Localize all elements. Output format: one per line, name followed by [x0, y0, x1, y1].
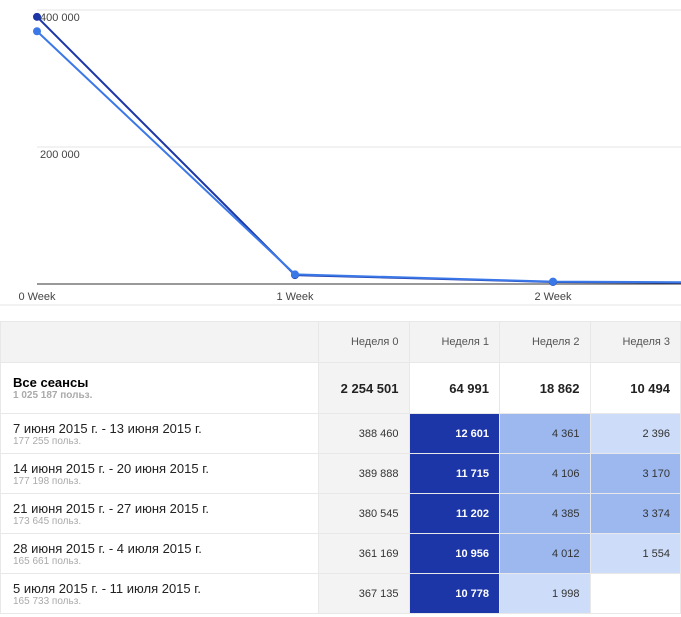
- header-blank: [0, 321, 319, 363]
- cohort-value-cell[interactable]: 380 545: [318, 493, 410, 534]
- all-sessions-row: Все сеансы 1 025 187 польз. 2 254 501 64…: [0, 362, 681, 414]
- series-light-point: [549, 277, 557, 286]
- x-tick-label: 1 Week: [276, 291, 314, 303]
- all-sessions-label-cell: Все сеансы 1 025 187 польз.: [0, 362, 319, 414]
- cohort-users: 173 645 польз.: [13, 515, 82, 527]
- cohort-date-range: 5 июля 2015 г. - 11 июля 2015 г.: [13, 580, 202, 596]
- cohort-label-cell: 21 июня 2015 г. - 27 июня 2015 г. 173 645…: [0, 493, 319, 534]
- cohort-value-cell[interactable]: 2 396: [589, 413, 681, 454]
- all-value: 2 254 501: [318, 362, 410, 414]
- cohort-value-cell[interactable]: 1 998: [499, 573, 591, 614]
- y-tick-label: 400 000: [40, 12, 80, 24]
- series-light-point: [33, 27, 41, 36]
- x-tick-label: 2 Week: [534, 291, 572, 303]
- cohort-value-cell[interactable]: 11 202: [408, 493, 500, 534]
- header-week-1[interactable]: Неделя 1: [408, 321, 500, 363]
- series-dark-point: [33, 12, 41, 21]
- series-dark-line: [36, 16, 681, 284]
- table-row: 28 июня 2015 г. - 4 июля 2015 г. 165 661 …: [0, 533, 681, 574]
- cohort-value-cell[interactable]: 1 554: [589, 533, 681, 574]
- all-value: 64 991: [408, 362, 500, 414]
- cohort-value-cell[interactable]: 12 601: [408, 413, 500, 454]
- cohort-value-cell[interactable]: 10 778: [408, 573, 500, 614]
- series-light-line: [36, 30, 681, 284]
- table-header-row: Неделя 0 Неделя 1 Неделя 2 Неделя 3: [0, 321, 681, 363]
- cohort-value-cell[interactable]: 367 135: [318, 573, 410, 614]
- cohort-value-cell[interactable]: 4 385: [499, 493, 591, 534]
- all-sessions-label: Все сеансы: [13, 375, 89, 390]
- cohort-date-range: 14 июня 2015 г. - 20 июня 2015 г.: [13, 460, 209, 476]
- cohort-value-cell[interactable]: 3 170: [589, 453, 681, 494]
- cohort-value-cell[interactable]: 11 715: [408, 453, 500, 494]
- cohort-label-cell: 28 июня 2015 г. - 4 июля 2015 г. 165 661 …: [0, 533, 319, 574]
- cohort-value-cell[interactable]: 4 106: [499, 453, 591, 494]
- retention-line-chart: 200 000 400 000 0 Week 1 Week 2 Week: [0, 9, 681, 306]
- header-week-0[interactable]: Неделя 0: [318, 321, 410, 363]
- cohort-value-cell[interactable]: [589, 573, 681, 614]
- y-tick-label: 200 000: [40, 149, 80, 161]
- all-value: 18 862: [499, 362, 591, 414]
- cohort-users: 165 733 польз.: [13, 595, 82, 607]
- table-row: 7 июня 2015 г. - 13 июня 2015 г. 177 255 …: [0, 413, 681, 454]
- cohort-users: 177 198 польз.: [13, 475, 82, 487]
- header-week-2[interactable]: Неделя 2: [499, 321, 591, 363]
- cohort-value-cell[interactable]: 388 460: [318, 413, 410, 454]
- cohort-value-cell[interactable]: 4 012: [499, 533, 591, 574]
- header-week-3[interactable]: Неделя 3: [589, 321, 681, 363]
- cohort-date-range: 28 июня 2015 г. - 4 июля 2015 г.: [13, 540, 202, 556]
- cohort-value-cell[interactable]: 3 374: [589, 493, 681, 534]
- cohort-date-range: 7 июня 2015 г. - 13 июня 2015 г.: [13, 420, 202, 436]
- cohort-value-cell[interactable]: 10 956: [408, 533, 500, 574]
- cohort-users: 177 255 польз.: [13, 435, 82, 447]
- cohort-label-cell: 14 июня 2015 г. - 20 июня 2015 г. 177 198…: [0, 453, 319, 494]
- cohort-value-cell[interactable]: 4 361: [499, 413, 591, 454]
- cohort-date-range: 21 июня 2015 г. - 27 июня 2015 г.: [13, 500, 209, 516]
- cohort-value-cell[interactable]: 361 169: [318, 533, 410, 574]
- all-sessions-users: 1 025 187 польз.: [13, 390, 93, 401]
- table-row: 14 июня 2015 г. - 20 июня 2015 г. 177 198…: [0, 453, 681, 494]
- series-light-point: [291, 270, 299, 279]
- cohort-value-cell[interactable]: 389 888: [318, 453, 410, 494]
- cohort-label-cell: 5 июля 2015 г. - 11 июля 2015 г. 165 733 …: [0, 573, 319, 614]
- table-row: 21 июня 2015 г. - 27 июня 2015 г. 173 645…: [0, 493, 681, 534]
- cohort-users: 165 661 польз.: [13, 555, 82, 567]
- all-value: 10 494: [589, 362, 681, 414]
- table-row: 5 июля 2015 г. - 11 июля 2015 г. 165 733 …: [0, 573, 681, 614]
- cohort-table: Неделя 0 Неделя 1 Неделя 2 Неделя 3 Все …: [0, 321, 681, 614]
- x-tick-label: 0 Week: [18, 291, 56, 303]
- cohort-label-cell: 7 июня 2015 г. - 13 июня 2015 г. 177 255 …: [0, 413, 319, 454]
